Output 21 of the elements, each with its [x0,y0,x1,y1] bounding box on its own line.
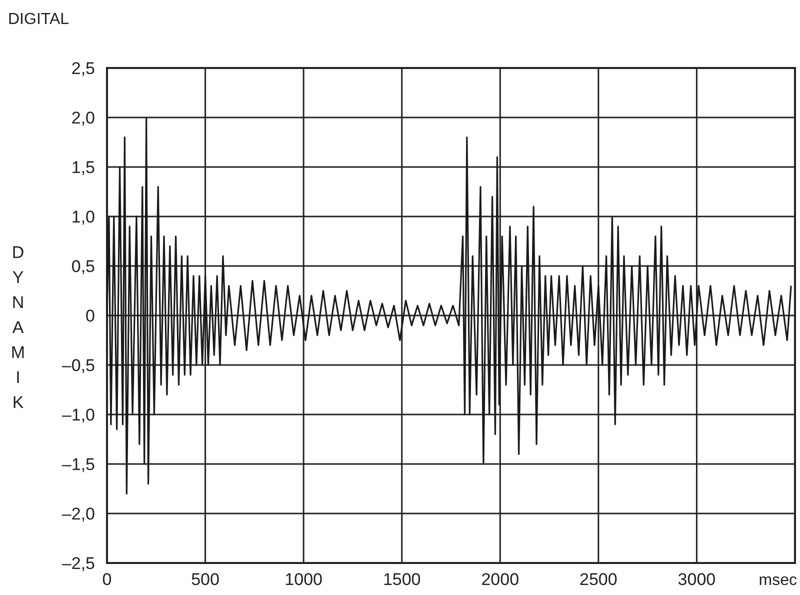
y-tick-label: 0 [86,306,95,326]
y-tick-label: 2,0 [71,108,95,128]
y-tick-label: –2,5 [62,554,95,573]
y-tick-label: 1,5 [71,158,95,177]
y-tick-label: 0,5 [71,256,95,276]
x-tick-label: 500 [191,570,220,589]
y-tick-label: –1,0 [62,405,95,424]
x-tick-label: 1500 [382,570,421,589]
y-tick-label: 2,5 [71,58,95,78]
x-tick-label: 2000 [481,570,520,589]
chart-title: DIGITAL [8,11,70,28]
y-tick-label: –2,0 [62,504,95,524]
y-tick-label: –1,5 [62,454,95,474]
x-tick-label: 1000 [284,570,322,589]
y-tick-label: –0,5 [62,356,95,375]
y-tick-label: 1,0 [71,207,95,226]
x-tick-label: 0 [102,570,112,589]
y-axis-title: DYNAMIK [10,243,26,412]
x-axis-title: msec [758,572,797,589]
x-tick-label: 3000 [678,570,716,589]
x-tick-label: 2500 [580,570,618,589]
